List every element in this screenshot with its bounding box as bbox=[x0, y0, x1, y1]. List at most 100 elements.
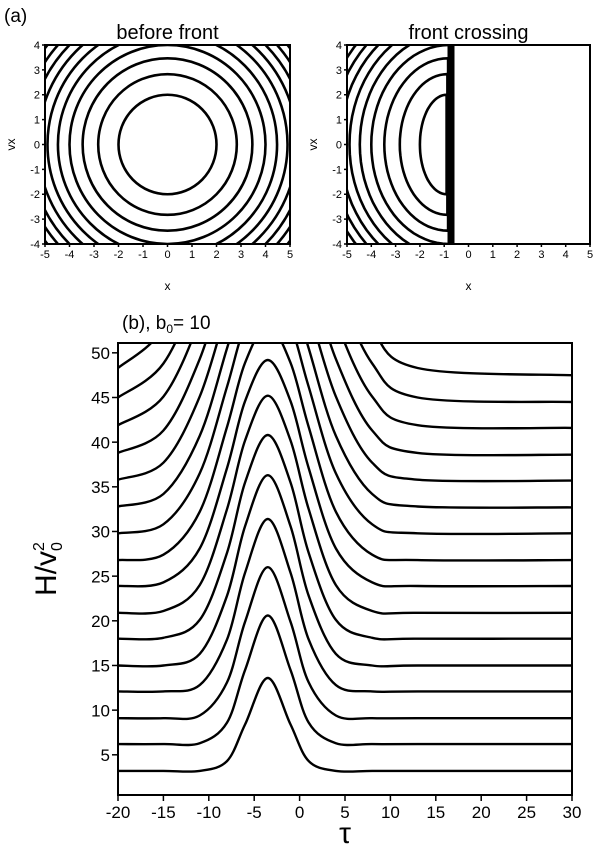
y-tick-label: 45 bbox=[91, 389, 110, 408]
contour bbox=[369, 45, 451, 244]
x-tick-label: 2 bbox=[514, 249, 520, 261]
chart-title: (b), b0= 10 bbox=[122, 313, 211, 336]
y-tick-label: 5 bbox=[101, 746, 110, 765]
x-axis-label: τ bbox=[339, 817, 351, 850]
x-tick-label: -20 bbox=[106, 803, 131, 822]
y-tick-label: -3 bbox=[30, 214, 40, 226]
plot-frame bbox=[346, 44, 591, 245]
contour bbox=[96, 72, 239, 217]
y-tick-label: 20 bbox=[91, 612, 110, 631]
chart-title: before front bbox=[116, 22, 219, 44]
curve bbox=[118, 473, 572, 668]
x-tick-label: 10 bbox=[381, 803, 400, 822]
contour bbox=[398, 72, 449, 217]
contour bbox=[358, 45, 451, 244]
y-tick-label: 15 bbox=[91, 657, 110, 676]
y-tick-label: -4 bbox=[30, 239, 40, 251]
x-tick-label: 15 bbox=[426, 803, 445, 822]
plot-frame bbox=[117, 342, 573, 796]
y-tick-label: 30 bbox=[91, 523, 110, 542]
x-tick-label: 2 bbox=[213, 249, 219, 261]
plot-area bbox=[347, 45, 455, 244]
y-tick-label: 1 bbox=[34, 115, 40, 127]
x-tick-label: 0 bbox=[465, 249, 471, 261]
y-tick-label: 0 bbox=[34, 139, 40, 151]
curve bbox=[118, 676, 572, 773]
x-tick-label: 0 bbox=[295, 803, 304, 822]
y-tick-label: -3 bbox=[332, 214, 342, 226]
plot-area bbox=[45, 45, 290, 244]
curve bbox=[118, 343, 572, 536]
x-tick-label: 1 bbox=[490, 249, 496, 261]
curve bbox=[118, 343, 572, 377]
contour bbox=[418, 93, 448, 196]
curve bbox=[118, 343, 572, 562]
y-tick-label: 50 bbox=[91, 344, 110, 363]
contour bbox=[348, 45, 452, 244]
chart-title: front crossing bbox=[408, 22, 528, 44]
contour bbox=[81, 57, 254, 232]
contour bbox=[46, 45, 289, 244]
x-tick-label: -1 bbox=[138, 249, 148, 261]
y-tick-label: 4 bbox=[34, 40, 40, 52]
ylabel-sub: 0 bbox=[49, 542, 66, 551]
panel-label: (a) bbox=[4, 6, 27, 27]
x-tick-label: -5 bbox=[247, 803, 262, 822]
contour bbox=[68, 45, 267, 244]
y-tick-label: -2 bbox=[332, 189, 342, 201]
curve bbox=[118, 343, 572, 457]
contour bbox=[45, 45, 290, 244]
y-tick-label: -2 bbox=[30, 189, 40, 201]
curve bbox=[118, 343, 572, 483]
x-tick-label: -2 bbox=[114, 249, 124, 261]
curve bbox=[118, 614, 572, 747]
x-axis-label: x bbox=[165, 279, 171, 293]
y-axis-label: H/v02 bbox=[30, 542, 66, 596]
x-tick-label: 4 bbox=[563, 249, 569, 261]
y-tick-label: 1 bbox=[336, 115, 342, 127]
curve bbox=[118, 343, 572, 430]
x-tick-label: 25 bbox=[517, 803, 536, 822]
y-tick-label: 3 bbox=[336, 65, 342, 77]
contour bbox=[117, 93, 218, 196]
y-tick-label: 4 bbox=[336, 40, 342, 52]
x-tick-label: 20 bbox=[472, 803, 491, 822]
y-tick-label: 10 bbox=[91, 701, 110, 720]
x-tick-label: -5 bbox=[342, 249, 352, 261]
y-axis-label: vx bbox=[4, 139, 18, 151]
x-tick-label: 4 bbox=[262, 249, 268, 261]
x-tick-label: -10 bbox=[197, 803, 222, 822]
x-tick-label: 0 bbox=[164, 249, 170, 261]
y-tick-label: -1 bbox=[30, 164, 40, 176]
x-tick-label: -4 bbox=[366, 249, 376, 261]
y-tick-label: 0 bbox=[336, 139, 342, 151]
panel: -20 -15 -10 -5 0 5 10 15 20 25 3051015202530354045… bbox=[30, 313, 581, 850]
x-tick-label: -4 bbox=[65, 249, 75, 261]
x-tick-label: -3 bbox=[89, 249, 99, 261]
x-tick-label: 3 bbox=[538, 249, 544, 261]
y-tick-label: 35 bbox=[91, 478, 110, 497]
y-tick-label: -4 bbox=[332, 239, 342, 251]
contour bbox=[382, 56, 450, 233]
title-part: (b), b bbox=[122, 313, 166, 334]
x-tick-label: -3 bbox=[391, 249, 401, 261]
x-tick-label: -5 bbox=[40, 249, 50, 261]
y-tick-label: 3 bbox=[34, 65, 40, 77]
y-tick-label: 25 bbox=[91, 567, 110, 586]
plot-area bbox=[118, 343, 572, 773]
curve bbox=[118, 433, 572, 641]
curve bbox=[118, 517, 572, 694]
y-tick-label: 40 bbox=[91, 433, 110, 452]
curve bbox=[118, 358, 572, 588]
ylabel-part: H/v bbox=[30, 551, 63, 596]
x-tick-label: -15 bbox=[151, 803, 176, 822]
x-tick-label: 1 bbox=[189, 249, 195, 261]
y-axis-label: vx bbox=[306, 139, 320, 151]
y-tick-label: 2 bbox=[34, 90, 40, 102]
plot-frame bbox=[44, 44, 291, 245]
ylabel-sup: 2 bbox=[31, 542, 48, 551]
x-tick-label: 5 bbox=[287, 249, 293, 261]
